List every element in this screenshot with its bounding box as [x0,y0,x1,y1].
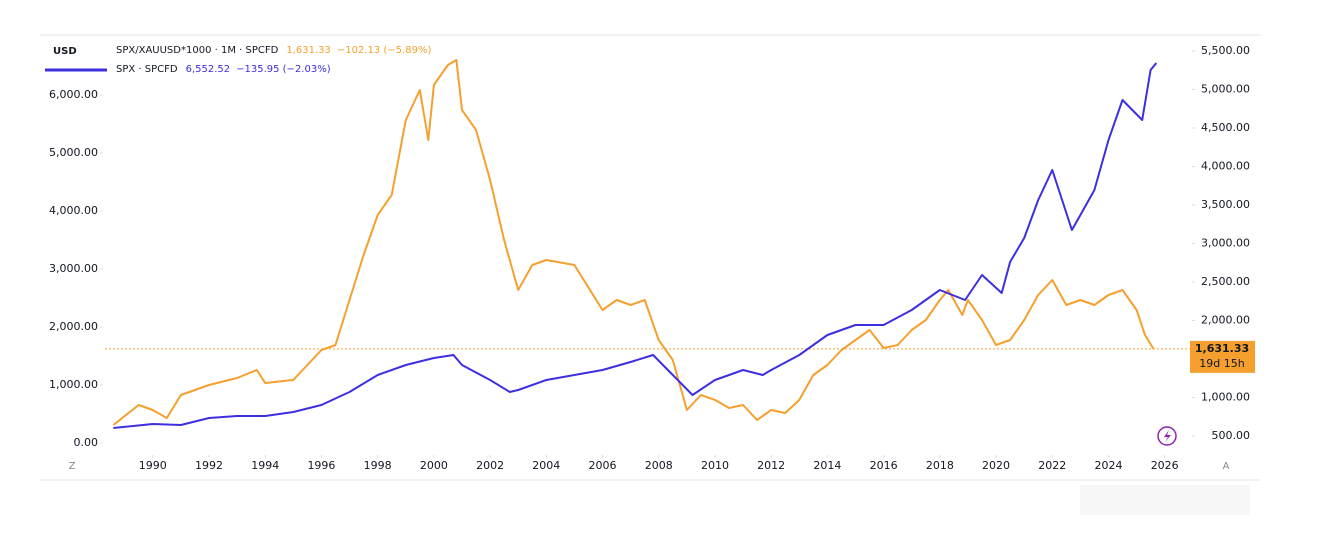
x-tick-label: 2002 [476,459,504,472]
x-tick-label: 1994 [251,459,279,472]
x-tick-label: 2010 [701,459,729,472]
y2-tick-label: 1,000.00 [1201,390,1250,403]
legend-change: −102.13 (−5.89%) [337,45,432,56]
y2-tick-label: 4,000.00 [1201,160,1250,173]
y2-tick-label: 3,000.00 [1201,236,1250,249]
y2-tick-label: 5,500.00 [1201,44,1250,57]
x-tick-label: 2022 [1038,459,1066,472]
y-tick-label: 2,000.00 [49,320,98,333]
y2-tick-label: 2,000.00 [1201,313,1250,326]
x-tick-label: 2018 [926,459,954,472]
x-tick-label: 2012 [757,459,785,472]
y2-tick-label: 500.00 [1212,429,1251,442]
legend-entry: SPX/XAUUSD*1000 · 1M · SPCFD 1,631.33 −102… [116,45,431,56]
currency-label: USD [53,46,77,57]
y2-tick-label: 4,500.00 [1201,121,1250,134]
price-box-countdown: 19d 15h [1199,357,1244,370]
x-tick-label: 2016 [870,459,898,472]
x-tick-label: 1998 [364,459,392,472]
y-tick-label: 1,000.00 [49,378,98,391]
legend-price: 1,631.33 [286,45,331,56]
x-tick-label: 2008 [645,459,673,472]
x-tick-label: 1990 [139,459,167,472]
x-tick-label: 2020 [982,459,1010,472]
toolbar-placeholder [1080,485,1250,515]
x-tick-label: 2024 [1094,459,1122,472]
price-box [1190,340,1255,373]
legend-price: 6,552.52 [186,64,231,75]
legend-change: −135.95 (−2.03%) [236,64,331,75]
lightning-icon[interactable] [1157,426,1177,446]
corner-right[interactable]: A [1223,461,1230,472]
y-tick-label: 3,000.00 [49,262,98,275]
series-line [113,62,1158,429]
y2-tick-label: 3,500.00 [1201,198,1250,211]
corner-left[interactable]: Z [69,461,76,472]
x-tick-label: 2014 [813,459,841,472]
legend-name: SPX/XAUUSD*1000 · 1M · SPCFD [116,45,279,56]
price-box-label: 1,631.33 [1195,342,1249,355]
legend-name: SPX · SPCFD [116,64,178,75]
y2-tick-label: 5,000.00 [1201,83,1250,96]
x-tick-label: 1992 [195,459,223,472]
x-tick-label: 2006 [589,459,617,472]
x-tick-label: 1996 [307,459,335,472]
series-line [112,59,1155,426]
x-tick-label: 2026 [1151,459,1179,472]
y-tick-label: 5,000.00 [49,146,98,159]
lightning-bolt [1164,430,1171,442]
y2-tick-label: 2,500.00 [1201,275,1250,288]
x-tick-label: 2004 [532,459,560,472]
y-tick-label: 0.00 [74,436,99,449]
legend-entry: SPX · SPCFD 6,552.52 −135.95 (−2.03%) [116,64,331,75]
y-tick-label: 6,000.00 [49,88,98,101]
x-tick-label: 2000 [420,459,448,472]
y-tick-label: 4,000.00 [49,204,98,217]
